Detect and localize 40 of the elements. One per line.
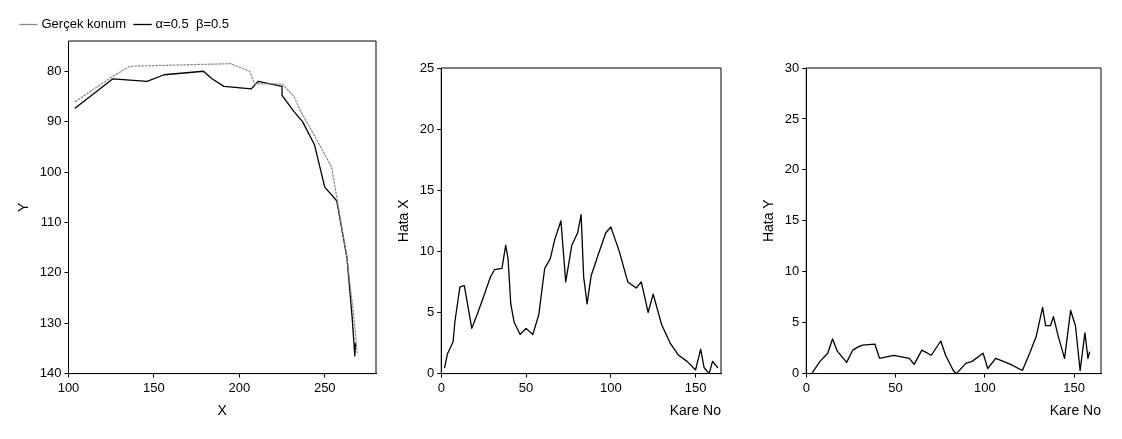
x-axis-title: Kare No	[1049, 402, 1102, 419]
y-tick-label: 100	[39, 163, 62, 179]
x-tick-label: 200	[228, 379, 251, 395]
y-tick-label: 5	[792, 314, 800, 330]
y-tick-label: 15	[784, 212, 800, 228]
legend-label: Gerçek konum	[41, 16, 127, 32]
y-axis-title: Y	[15, 201, 32, 212]
x-tick-label: 100	[599, 379, 622, 395]
y-tick-label: 15	[419, 181, 435, 197]
y-tick-label: 10	[784, 263, 800, 279]
x-tick-label: 100	[57, 379, 80, 395]
x-tick-label: 150	[1063, 379, 1086, 395]
x-tick-label: 150	[684, 379, 707, 395]
x-axis-title: Kare No	[669, 402, 722, 419]
x-tick-label: 250	[313, 379, 336, 395]
y-tick-label: 0	[427, 365, 435, 381]
y-tick-label: 90	[47, 113, 62, 129]
y-tick-label: 30	[784, 59, 800, 75]
x-tick-label: 50	[888, 379, 903, 395]
x-tick-label: 100	[974, 379, 996, 395]
y-tick-label: 20	[419, 120, 435, 136]
x-tick-label: 0	[802, 379, 810, 395]
y-tick-label: 130	[39, 314, 62, 330]
y-tick-label: 0	[792, 365, 800, 381]
y-tick-label: 20	[784, 161, 800, 177]
legend-label: α=0.5 β=0.5	[155, 16, 230, 32]
x-tick-label: 50	[518, 379, 534, 395]
y-tick-label: 80	[47, 62, 62, 78]
y-axis-title: Hata Y	[760, 198, 777, 243]
x-tick-label: 0	[437, 379, 445, 395]
y-tick-label: 140	[39, 365, 62, 381]
y-axis-title: Hata X	[395, 198, 412, 243]
y-tick-label: 120	[39, 264, 62, 280]
x-axis-title: X	[217, 402, 228, 419]
x-tick-label: 150	[143, 379, 165, 395]
y-tick-label: 110	[40, 214, 62, 229]
y-tick-label: 25	[419, 59, 435, 75]
y-tick-label: 10	[419, 242, 435, 258]
y-tick-label: 25	[784, 110, 800, 126]
y-tick-label: 5	[427, 304, 435, 320]
